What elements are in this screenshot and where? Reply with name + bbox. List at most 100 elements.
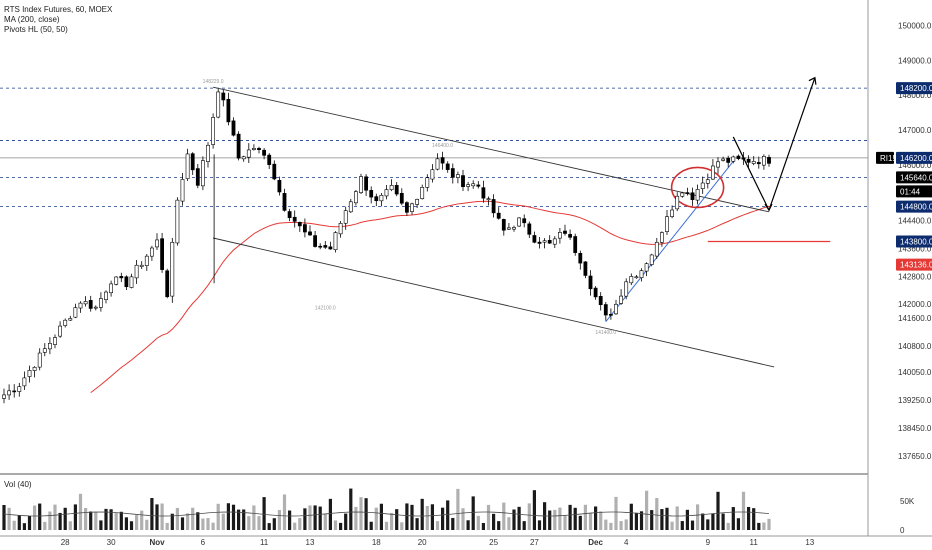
volume-legend[interactable]: Vol (40) (4, 480, 32, 489)
volume-bar (578, 515, 582, 530)
volume-bar (624, 519, 628, 530)
legend-pivots[interactable]: Pivots HL (50, 50) (4, 25, 68, 34)
volume-bar (109, 509, 113, 530)
candle-body (32, 366, 37, 371)
volume-bar (461, 508, 465, 530)
time-tick-0: 28 (61, 538, 70, 547)
volume-bar (736, 518, 740, 530)
candle-body (537, 241, 542, 244)
price-tick-10: 141600.0 (898, 314, 932, 323)
candle-body (476, 184, 481, 187)
candle-body (22, 377, 27, 387)
price-tick-11: 140800.0 (898, 342, 932, 351)
candle-body (241, 156, 246, 160)
legend-ma[interactable]: MA (200, close) (4, 15, 60, 24)
candle-body (404, 202, 409, 213)
volume-bar (53, 504, 57, 530)
projection-path (732, 77, 816, 212)
candle-body (93, 306, 98, 309)
volume-bar (140, 510, 144, 530)
volume-bar (395, 509, 399, 530)
volume-bar (481, 523, 485, 530)
volume-bar (492, 513, 496, 530)
volume-bar (425, 506, 429, 530)
candle-body (231, 120, 236, 136)
price-tick-13: 139250.0 (898, 396, 932, 405)
volume-bar (619, 521, 623, 530)
volume-bar (175, 507, 179, 530)
volume-bar (430, 504, 434, 530)
candle-body (573, 236, 578, 253)
price-tag-2: RI1! (876, 151, 895, 164)
volume-bar (231, 504, 236, 530)
candle-body (353, 191, 358, 204)
volume-bar (716, 491, 720, 530)
candle-body (751, 161, 756, 164)
candle-body (486, 198, 491, 201)
volume-bar (339, 522, 343, 530)
candle-body (180, 179, 185, 202)
candle-body (761, 156, 766, 166)
candle-body (165, 270, 170, 298)
volume-bar (741, 491, 746, 530)
volume-bar (119, 511, 123, 530)
volume-bar (420, 498, 424, 530)
volume-bar (211, 522, 215, 530)
candle-body (63, 319, 68, 326)
candle-body (659, 232, 664, 243)
candle-body (211, 117, 216, 145)
time-tick-1: 30 (107, 538, 116, 547)
volume-bar (33, 505, 37, 530)
volume-bar (216, 503, 220, 530)
candle-body (670, 209, 675, 217)
candle-body (603, 304, 608, 316)
time-tick-3: 6 (201, 538, 206, 547)
candle-body (731, 156, 736, 162)
price-tick-8: 142800.0 (898, 272, 932, 281)
price-tag-text: 143800.0 (900, 237, 932, 246)
candle-body (389, 185, 394, 191)
candle-body (491, 199, 496, 214)
volume-bar (242, 509, 246, 530)
candle-body (710, 165, 715, 180)
time-tick-8: 25 (489, 538, 498, 547)
candle-body (583, 261, 588, 276)
candle-body (568, 234, 573, 238)
candle-body (226, 98, 231, 123)
candle-body (440, 157, 445, 164)
price-tag-1: 146200.0 (896, 151, 932, 164)
volume-bar (48, 511, 52, 530)
candle-body (359, 176, 363, 193)
price-tick-6: 144400.0 (898, 217, 932, 226)
candle-body (216, 91, 221, 118)
drawings-layer (212, 76, 831, 368)
volume-bar (237, 509, 241, 530)
price-tag-7: 143136.0 (896, 258, 932, 271)
candle-body (47, 343, 52, 350)
volume-bar (186, 513, 190, 530)
candle-body (578, 253, 583, 264)
volume-bar (99, 520, 103, 530)
legend-symbol[interactable]: RTS Index Futures, 60, MOEX (4, 5, 113, 14)
chart-legend: RTS Index Futures, 60, MOEX MA (200, clo… (4, 5, 112, 35)
candle-body (415, 199, 420, 205)
volume-bar (288, 510, 292, 530)
volume-bar (257, 516, 261, 530)
volume-bar (364, 498, 368, 530)
axes-layer: 150000.0 149000.0 148000.0 147000.0 146000.0… (61, 21, 932, 547)
volume-bar (293, 522, 297, 530)
price-tick-7: 143600.0 (898, 244, 932, 253)
volume-bar (17, 515, 21, 530)
candle-body (624, 281, 629, 297)
candle-body (721, 158, 726, 161)
volume-bar (400, 522, 404, 530)
candle-body (364, 176, 369, 191)
candle-body (343, 210, 348, 224)
volume-bar (680, 521, 684, 530)
candle-body (175, 199, 180, 244)
volume-bar (471, 496, 475, 530)
volume-bar (124, 517, 128, 530)
volume-bar (604, 519, 608, 530)
price-tick-14: 138450.0 (898, 424, 932, 433)
